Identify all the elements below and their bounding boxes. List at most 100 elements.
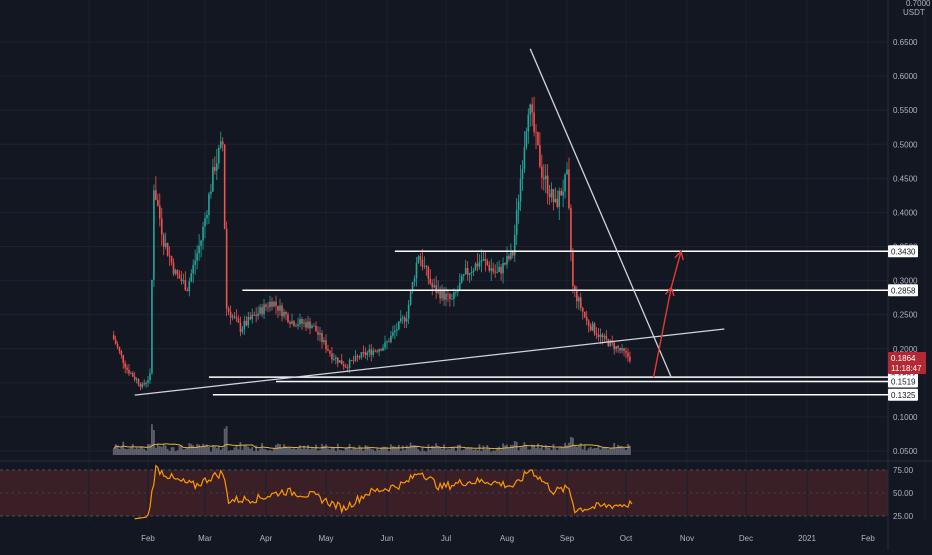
time-axis: Feb Mar Apr May Jun Jul Aug Sep Oct Nov Dec 2021 Feb — [141, 534, 875, 543]
candle-body — [251, 314, 254, 320]
candle-body — [329, 350, 331, 354]
candle-body — [472, 270, 475, 273]
candle-body — [126, 367, 128, 370]
candle-body — [214, 166, 216, 171]
candle-body — [625, 351, 627, 353]
volume-bar — [131, 443, 134, 455]
candle-body — [500, 266, 502, 274]
candle-body — [593, 323, 596, 334]
candle-body — [249, 316, 252, 320]
countdown-label: 11:18:47 — [891, 364, 922, 373]
candle-body — [358, 356, 361, 358]
candle-body — [350, 359, 353, 361]
candle-body — [621, 348, 623, 351]
volume-bar — [521, 446, 524, 455]
volume-bar — [539, 448, 541, 455]
volume-bar — [540, 445, 543, 455]
candle-body — [578, 297, 580, 302]
volume-bar — [573, 445, 576, 455]
candle-body — [158, 205, 161, 219]
volume-bar — [303, 445, 305, 455]
candle-body — [281, 305, 283, 317]
volume-bar — [231, 450, 234, 455]
candle-body — [462, 274, 465, 276]
volume-bar — [425, 451, 428, 455]
volume-bar — [405, 445, 408, 455]
volume-bar — [309, 449, 311, 455]
projection-arrow-line — [652, 287, 672, 378]
volume-bar — [129, 446, 132, 455]
candle-body — [200, 240, 202, 246]
volume-bar — [370, 449, 373, 455]
volume-bar — [558, 448, 561, 455]
volume-bar — [506, 444, 508, 455]
candle-body — [348, 359, 351, 368]
volume-bar — [629, 445, 631, 455]
volume-bar — [423, 450, 426, 455]
candle-body — [496, 271, 498, 273]
volume-bar — [275, 444, 277, 455]
time-tick-label: Feb — [861, 534, 875, 543]
price-level-badge — [888, 375, 918, 388]
candle-body — [525, 131, 528, 148]
volume-bar — [267, 450, 269, 455]
time-tick-label: Jun — [381, 534, 394, 543]
candle-body — [435, 285, 437, 293]
volume-bar — [352, 446, 355, 455]
volume-bar — [368, 446, 371, 455]
candle-body — [627, 352, 629, 357]
volume-bar — [621, 446, 623, 455]
volume-bar — [213, 446, 216, 455]
price-level-label: 0.1325 — [891, 391, 916, 400]
volume-bar — [204, 445, 206, 455]
volume-bar — [235, 445, 238, 455]
candle-body — [386, 341, 388, 343]
candle-body — [548, 193, 551, 198]
volume-bar — [464, 448, 467, 455]
candle-body — [319, 333, 321, 335]
volume-bar — [114, 444, 117, 455]
volume-bar — [174, 451, 177, 455]
candle-body — [374, 350, 376, 352]
volume-bar — [364, 445, 367, 455]
candle-body — [128, 369, 130, 374]
volume-bar — [283, 444, 285, 455]
candle-body — [261, 307, 263, 315]
volume-bar — [277, 443, 279, 455]
volume-bar — [441, 448, 443, 455]
projection-arrow-line — [670, 251, 682, 288]
volume-bar — [554, 448, 557, 455]
candle-body — [427, 266, 430, 279]
candle-body — [449, 294, 451, 299]
volume-bar — [490, 451, 493, 455]
candle-body — [523, 147, 526, 170]
candle-body — [335, 357, 337, 360]
candle-body — [120, 350, 123, 356]
candle-body — [455, 291, 457, 293]
candle-body — [498, 266, 500, 272]
volume-bar — [587, 448, 590, 455]
volume-bar — [417, 449, 420, 455]
candle-body — [515, 210, 518, 235]
volume-bar — [170, 447, 173, 455]
volume-bar — [548, 447, 551, 455]
candle-body — [607, 339, 610, 346]
candle-body — [417, 256, 420, 263]
volume-bar — [403, 449, 406, 455]
volume-bar — [297, 448, 299, 455]
candle-body — [217, 147, 220, 164]
price-tick-label: 0.7000 — [906, 0, 931, 8]
candle-body — [601, 334, 604, 338]
candle-body — [263, 304, 265, 315]
ascending-trendline — [134, 328, 725, 396]
volume-bar — [577, 445, 580, 455]
volume-bar — [261, 443, 263, 455]
candle-body — [413, 278, 416, 282]
candle-body — [591, 323, 594, 331]
time-tick-label: Aug — [500, 534, 514, 543]
volume-bar — [124, 448, 127, 455]
volume-bar — [468, 448, 471, 455]
volume-bar — [225, 426, 228, 455]
candle-body — [566, 169, 568, 175]
